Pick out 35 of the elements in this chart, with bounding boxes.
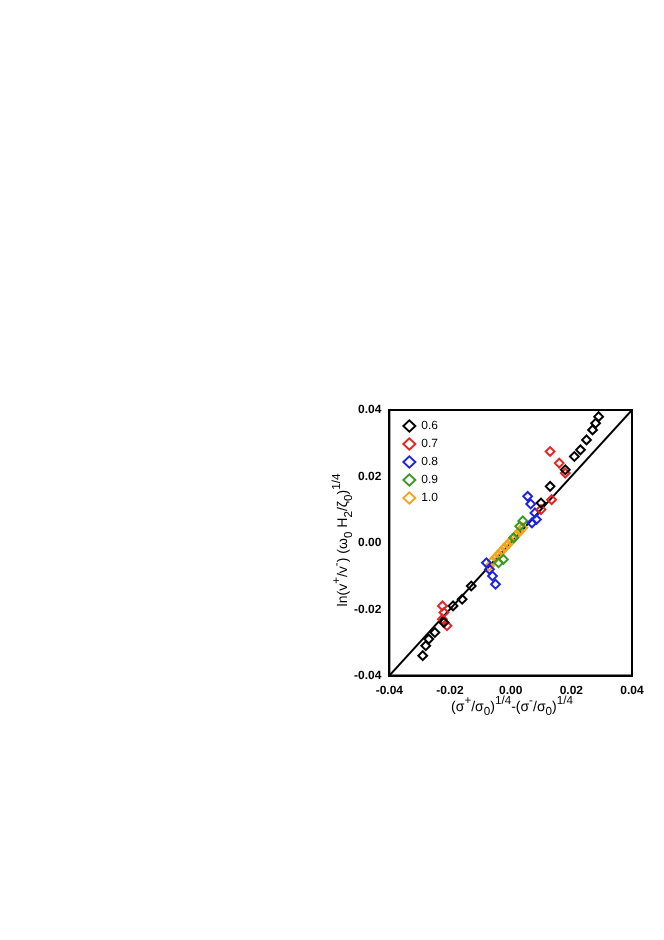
point: [465, 580, 477, 592]
point: [496, 545, 507, 557]
point: [575, 444, 586, 456]
point: [420, 640, 432, 652]
point: [526, 517, 538, 529]
point: [417, 650, 429, 662]
point: [447, 600, 459, 612]
point: [493, 549, 504, 560]
point: [499, 542, 511, 554]
point: [525, 498, 537, 510]
point: [587, 424, 598, 436]
point: [529, 507, 541, 519]
point: [590, 417, 601, 429]
point: [498, 554, 509, 565]
point: [535, 497, 547, 509]
point: [531, 514, 542, 525]
point: [493, 557, 504, 569]
point: [535, 504, 547, 515]
point: [437, 600, 448, 612]
point: [456, 593, 468, 605]
point: [546, 494, 558, 506]
point: [429, 627, 441, 638]
point: [568, 451, 580, 462]
point: [544, 446, 556, 457]
point: [553, 457, 565, 469]
point: [517, 515, 529, 527]
point: [502, 539, 514, 550]
point: [487, 570, 498, 582]
point: [544, 480, 556, 492]
point: [593, 411, 605, 423]
point: [423, 633, 435, 645]
point: [581, 434, 592, 446]
point: [438, 607, 450, 618]
point: [490, 578, 501, 590]
point: [522, 490, 534, 502]
